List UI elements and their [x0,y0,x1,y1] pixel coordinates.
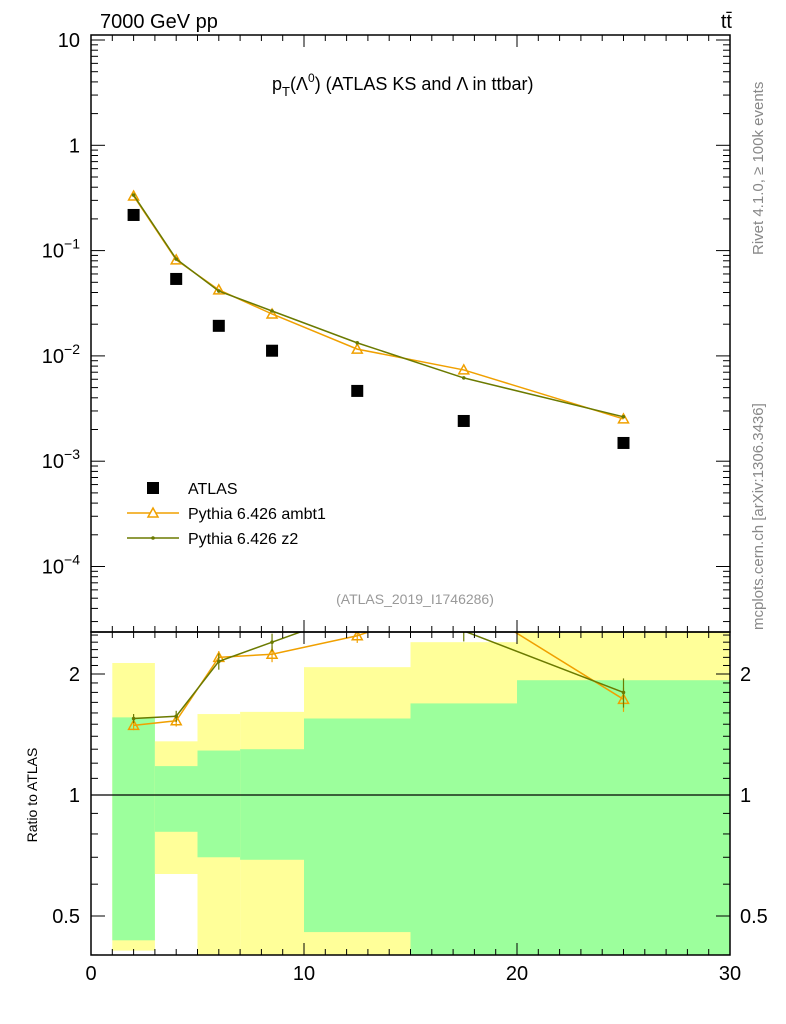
ambt1-point [127,189,140,201]
rivet-label: Rivet 4.1.0, ≥ 100k events [750,82,767,255]
series-line-1 [132,195,624,420]
y-tick-label: 10−2 [42,341,80,368]
x-tick-label: 10 [293,963,315,985]
ratio-z2-point [217,659,221,664]
ratio-ambt1-point [350,632,364,641]
ratio-z2-point [621,690,626,695]
ratio-y-tick-label-right: 1 [740,785,751,807]
z2-point [355,341,360,345]
z2-point [270,309,274,313]
z2-point [174,257,178,261]
ratio-ambt1-point [127,718,140,731]
atlas-point [617,436,630,449]
x-tick-label: 0 [85,963,96,985]
legend-ambt1-marker [146,506,160,518]
ambt1-point [350,342,364,354]
ratio-y-tick-label-right: 2 [740,664,751,686]
y-tick-label: 1 [69,135,80,157]
ambt1-point [457,363,471,375]
z2-point [621,415,626,419]
z2-point [461,376,466,380]
z2-point [217,289,221,293]
ratio-z2-point [270,640,274,644]
y-tick-label: 10 [58,30,80,52]
x-tick-label: 30 [719,963,741,985]
ratio-y-tick-label: 0.5 [52,906,80,928]
legend-atlas-marker [147,482,159,494]
atlas-point [212,319,225,332]
y-tick-label: 10−4 [42,552,80,579]
x-tick-label: 20 [506,963,528,985]
y-tick-label: 10−3 [42,446,80,473]
ratio-ambt1-point [169,714,183,726]
ambt1-point [265,307,279,319]
band-inner [154,766,198,832]
ratio-y-tick-label: 1 [69,785,80,807]
band-inner [112,717,155,941]
ratio-z2-point [355,610,359,614]
process-label: tt̄ [721,11,733,33]
legend-label: ATLAS [188,481,238,498]
band-inner [410,703,517,955]
ratio-y-tick-label-right: 0.5 [740,906,768,928]
atlas-point [170,272,183,285]
legend-label: Pythia 6.426 z2 [188,531,298,548]
legend-z2-marker [151,536,155,540]
band-inner [240,749,304,860]
band-inner [304,718,411,933]
atlas-point [457,414,470,427]
band-inner [517,680,730,955]
ratio-y-tick-label: 2 [69,664,80,686]
chart-title: pT(Λ0) (ATLAS KS and Λ in ttbar) [272,71,533,99]
z2-point [131,193,136,197]
ratio-ambt1-point [265,647,279,659]
mcplots-label: mcplots.cern.ch [arXiv:1306.3436] [750,403,767,630]
series-line-2 [132,194,624,418]
ratio-z2-point [131,716,136,721]
ratio-ylabel: Ratio to ATLAS [24,748,40,843]
atlas-point [266,344,279,357]
top-frame [90,34,731,633]
ambt1-point [617,412,630,424]
y-tick-label: 10−1 [42,236,80,263]
legend: ATLAS Pythia 6.426 ambt1 Pythia 6.426 z2 [127,481,326,548]
ratio-series [127,610,630,731]
watermark: (ATLAS_2019_I1746286) [336,591,494,607]
ambt1-point [169,253,183,265]
legend-label: Pythia 6.426 ambt1 [188,506,326,523]
ratio-z2-point [174,714,178,719]
band-inner [197,750,241,858]
energy-label: 7000 GeV pp [100,11,218,33]
atlas-point [127,208,140,221]
atlas-point [351,384,364,397]
